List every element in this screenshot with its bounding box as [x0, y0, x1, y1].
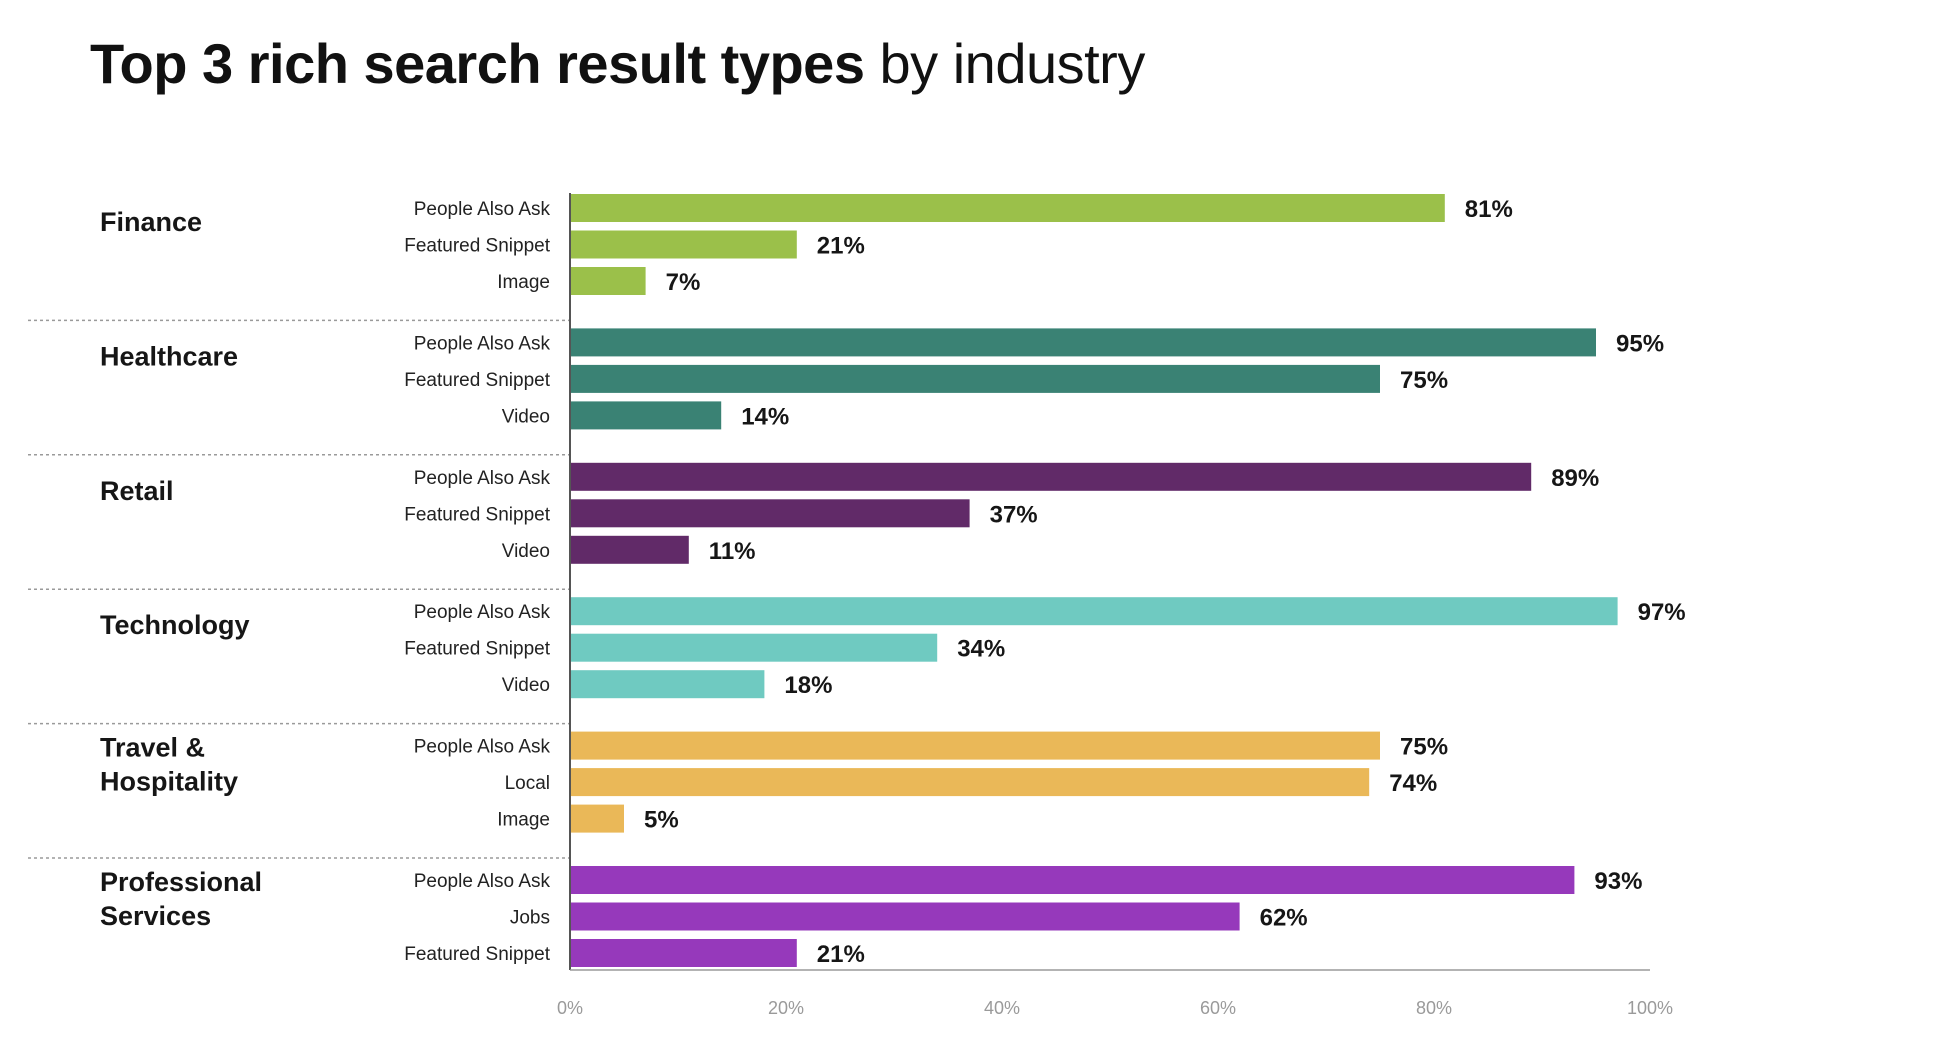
chart-title-normal: by industry	[879, 32, 1146, 95]
category-label: Jobs	[510, 908, 550, 929]
bar	[570, 902, 1240, 931]
x-tick-label: 60%	[1200, 998, 1236, 1018]
x-tick-label: 100%	[1627, 998, 1673, 1018]
value-label: 37%	[990, 501, 1038, 528]
bar	[570, 194, 1445, 222]
category-label: People Also Ask	[414, 199, 551, 220]
industry-label: Travel &	[100, 733, 205, 763]
value-label: 7%	[666, 269, 701, 296]
value-label: 89%	[1551, 465, 1599, 492]
bar	[570, 633, 938, 662]
value-label: 97%	[1638, 599, 1686, 626]
category-label: Video	[502, 406, 550, 427]
value-label: 5%	[644, 807, 679, 834]
category-label: Featured Snippet	[404, 370, 550, 391]
bar	[570, 535, 689, 564]
industry-label: Finance	[100, 207, 202, 237]
value-label: 74%	[1389, 770, 1437, 797]
value-label: 75%	[1400, 367, 1448, 394]
category-label: Featured Snippet	[404, 236, 550, 257]
industry-label: Healthcare	[100, 341, 238, 371]
chart-title: Top 3 rich search result types by indust…	[90, 28, 1145, 100]
value-label: 21%	[817, 941, 865, 968]
category-label: People Also Ask	[414, 333, 551, 354]
value-label: 34%	[957, 636, 1005, 663]
bar	[570, 866, 1575, 894]
category-label: Video	[502, 675, 550, 696]
value-label: 11%	[709, 538, 756, 565]
industry-label: Hospitality	[100, 767, 238, 797]
industry-label: Services	[100, 901, 211, 931]
category-label: Image	[497, 810, 550, 831]
value-label: 95%	[1616, 330, 1664, 357]
x-tick-label: 80%	[1416, 998, 1452, 1018]
value-label: 81%	[1465, 196, 1513, 223]
x-tick-label: 40%	[984, 998, 1020, 1018]
bar	[570, 364, 1380, 393]
bar	[570, 328, 1596, 357]
category-label: Video	[502, 541, 550, 562]
category-label: People Also Ask	[414, 871, 551, 892]
value-label: 93%	[1594, 868, 1642, 895]
value-label: 14%	[741, 403, 789, 430]
value-label: 75%	[1400, 734, 1448, 761]
industry-label: Technology	[100, 610, 250, 640]
x-tick-label: 0%	[557, 998, 583, 1018]
category-label: Featured Snippet	[404, 639, 550, 660]
x-tick-label: 20%	[768, 998, 804, 1018]
bar	[570, 597, 1618, 626]
category-label: Featured Snippet	[404, 944, 550, 965]
bar	[570, 731, 1380, 760]
category-label: Local	[505, 773, 550, 794]
industry-label: Professional	[100, 867, 262, 897]
bar	[570, 804, 624, 833]
category-label: People Also Ask	[414, 468, 551, 489]
value-label: 21%	[817, 233, 865, 260]
bar	[570, 230, 797, 259]
bar	[570, 499, 970, 528]
category-label: Image	[497, 272, 550, 293]
industry-label: Retail	[100, 476, 174, 506]
category-label: People Also Ask	[414, 602, 551, 623]
bar	[570, 670, 765, 699]
bar	[570, 462, 1532, 491]
bar	[570, 267, 646, 295]
value-label: 18%	[784, 672, 832, 699]
bar	[570, 939, 797, 967]
chart-title-bold: Top 3 rich search result types	[90, 32, 865, 95]
bar	[570, 768, 1370, 797]
bar	[570, 401, 722, 430]
category-label: Featured Snippet	[404, 504, 550, 525]
category-label: People Also Ask	[414, 737, 551, 758]
value-label: 62%	[1260, 905, 1308, 932]
